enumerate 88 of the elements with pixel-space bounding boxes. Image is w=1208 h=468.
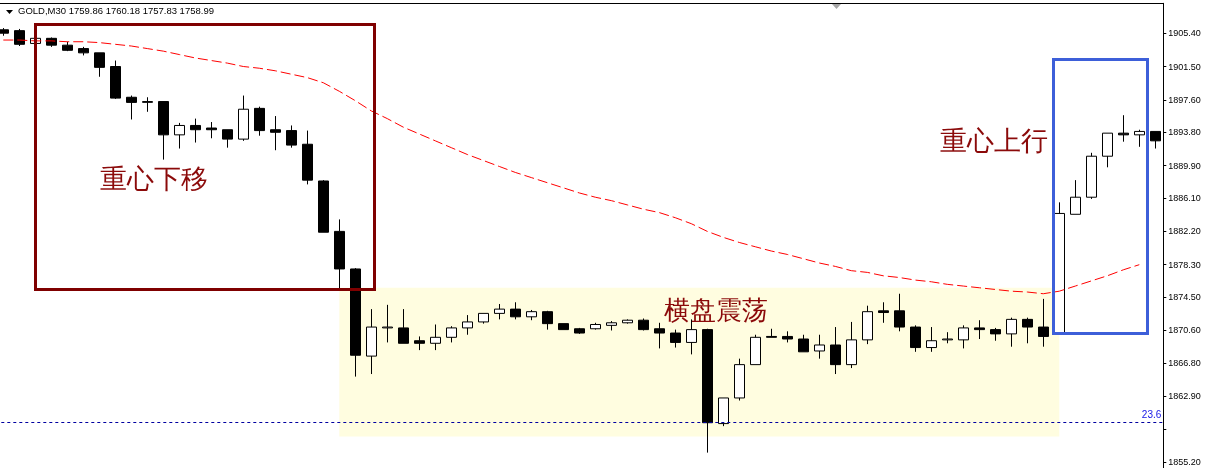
candlestick <box>718 397 729 427</box>
candlestick <box>14 28 25 47</box>
candlestick <box>558 323 569 331</box>
y-tick-label: 1855.20 <box>1168 457 1201 468</box>
candlestick <box>766 328 777 338</box>
candlestick <box>1118 114 1129 143</box>
candlestick <box>750 334 761 366</box>
y-tick-label: 1874.50 <box>1168 292 1201 303</box>
candlestick <box>1070 179 1081 215</box>
candlestick <box>574 327 585 335</box>
candlestick <box>430 323 441 351</box>
y-tick-label: 1905.40 <box>1168 28 1201 39</box>
candlestick <box>286 124 297 149</box>
candlestick <box>1022 317 1033 344</box>
annotation: 23.6 <box>1141 409 1162 421</box>
candlestick <box>958 324 969 349</box>
candlestick <box>654 322 665 349</box>
candlestick <box>702 328 713 454</box>
candlestick <box>78 46 89 56</box>
y-tick-label: 1870.60 <box>1168 325 1201 336</box>
candlestick <box>62 41 73 52</box>
candlestick <box>110 60 121 100</box>
candlestick <box>174 122 185 150</box>
candlestick <box>782 330 793 343</box>
y-tick-label: 1866.80 <box>1168 357 1201 368</box>
candlestick <box>318 179 329 233</box>
candlestick <box>350 267 361 378</box>
band-label: 横盘震荡 <box>664 294 769 325</box>
candlestick <box>942 331 953 344</box>
candlestick <box>206 121 217 139</box>
y-tick-label: 1889.90 <box>1168 160 1201 171</box>
candlestick <box>414 335 425 351</box>
candlestick <box>542 310 553 331</box>
candlestick <box>606 320 617 331</box>
candlestick <box>974 319 985 340</box>
candlestick <box>1134 129 1145 148</box>
candlestick <box>254 106 265 137</box>
candlestick <box>878 301 889 324</box>
candlestick <box>478 312 489 325</box>
line-series <box>2 39 1140 295</box>
candlestick <box>1150 130 1161 150</box>
candlestick <box>638 318 649 331</box>
candlestick <box>238 95 249 142</box>
y-tick-label: 1886.10 <box>1168 193 1201 204</box>
candlestick <box>158 101 169 161</box>
candlestick <box>94 52 105 78</box>
candlestick <box>0 27 9 37</box>
candlestick <box>894 293 905 332</box>
chart-title: GOLD,M30 1759.86 1760.18 1757.83 1758.99 <box>18 4 214 16</box>
candlestick <box>926 326 937 353</box>
candlestick <box>1102 132 1113 168</box>
candlestick <box>190 118 201 144</box>
candlestick <box>798 334 809 353</box>
candlestick <box>302 130 313 185</box>
candlestick <box>830 326 841 375</box>
candlestick <box>142 96 153 113</box>
candlestick <box>846 321 857 369</box>
candlestick <box>734 358 745 402</box>
candlestick <box>990 327 1001 342</box>
candlestick <box>1086 152 1097 200</box>
candlestick <box>366 308 377 375</box>
candlestick <box>382 304 393 343</box>
y-tick-label: 1893.80 <box>1168 127 1201 138</box>
candlestick <box>270 115 281 151</box>
candlestick <box>398 308 409 344</box>
candlestick <box>1006 317 1017 348</box>
candlestick <box>334 218 345 290</box>
annotation: 重心下移 <box>100 163 208 194</box>
candlestick <box>446 325 457 343</box>
candlestick <box>590 322 601 331</box>
candlestick <box>526 309 537 321</box>
candlestick <box>622 318 633 325</box>
y-tick-label: 1882.20 <box>1168 226 1201 237</box>
candlestick <box>910 324 921 353</box>
annotation: 重心上行 <box>940 125 1048 156</box>
candlestick <box>126 95 137 120</box>
y-tick-label: 1878.30 <box>1168 259 1201 270</box>
candlestick <box>1038 298 1049 348</box>
candlestick <box>222 129 233 149</box>
y-tick-label: 1897.60 <box>1168 94 1201 105</box>
candlestick <box>814 334 825 360</box>
candlestick <box>670 329 681 349</box>
candlestick <box>462 314 473 336</box>
y-tick-label: 1862.90 <box>1168 391 1201 402</box>
candlestick <box>494 303 505 320</box>
candlestick <box>862 305 873 345</box>
y-tick-label: 1901.50 <box>1168 61 1201 72</box>
candlestick <box>510 301 521 320</box>
